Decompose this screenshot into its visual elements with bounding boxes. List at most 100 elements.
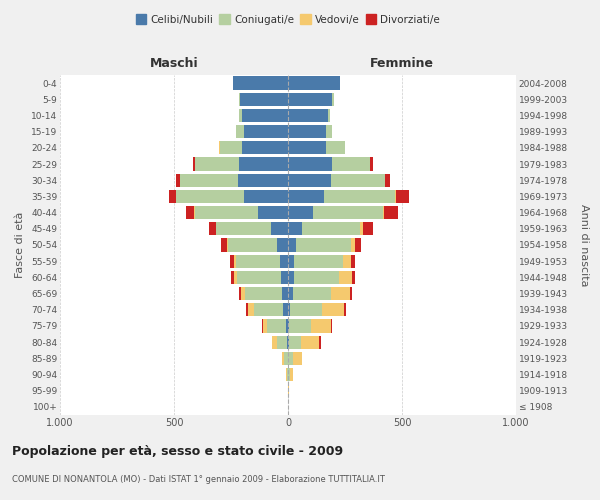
Bar — [288, 174, 331, 187]
Bar — [288, 320, 289, 332]
Bar — [288, 368, 290, 381]
Bar — [176, 190, 244, 203]
Bar — [180, 174, 238, 187]
Bar — [238, 174, 288, 187]
Bar — [288, 76, 340, 90]
Bar — [244, 125, 288, 138]
Bar — [277, 336, 287, 349]
Text: Maschi: Maschi — [149, 57, 199, 70]
Text: Femmine: Femmine — [370, 57, 434, 70]
Bar — [385, 174, 390, 187]
Bar — [242, 109, 288, 122]
Bar — [236, 125, 244, 138]
Bar — [283, 287, 288, 300]
Bar — [289, 336, 301, 349]
Bar — [350, 254, 355, 268]
Text: COMUNE DI NONANTOLA (MO) - Dati ISTAT 1° gennaio 2009 - Elaborazione TUTTITALIA.: COMUNE DI NONANTOLA (MO) - Dati ISTAT 1°… — [12, 475, 385, 484]
Bar — [209, 222, 216, 235]
Bar — [235, 254, 236, 268]
Bar — [397, 190, 409, 203]
Bar — [294, 254, 343, 268]
Bar — [286, 368, 287, 381]
Bar — [239, 109, 242, 122]
Bar — [280, 254, 288, 268]
Bar — [245, 287, 283, 300]
Bar — [288, 92, 332, 106]
Bar — [221, 238, 227, 252]
Bar — [328, 109, 330, 122]
Bar — [239, 158, 288, 170]
Bar — [322, 303, 344, 316]
Bar — [288, 190, 325, 203]
Bar — [186, 206, 194, 220]
Bar — [220, 141, 242, 154]
Bar — [332, 158, 370, 170]
Bar — [319, 336, 320, 349]
Bar — [362, 222, 373, 235]
Bar — [288, 303, 290, 316]
Bar — [283, 303, 288, 316]
Bar — [290, 368, 293, 381]
Bar — [296, 238, 351, 252]
Bar — [230, 254, 235, 268]
Bar — [227, 238, 277, 252]
Bar — [360, 222, 362, 235]
Bar — [271, 222, 288, 235]
Bar — [194, 206, 259, 220]
Bar — [277, 238, 288, 252]
Bar — [288, 141, 326, 154]
Bar — [194, 158, 239, 170]
Bar — [301, 336, 319, 349]
Bar — [241, 287, 245, 300]
Bar — [331, 320, 332, 332]
Bar — [331, 287, 350, 300]
Bar — [287, 336, 288, 349]
Bar — [233, 76, 288, 90]
Bar — [287, 368, 288, 381]
Bar — [293, 352, 302, 365]
Bar — [169, 190, 176, 203]
Bar — [350, 287, 352, 300]
Bar — [263, 320, 268, 332]
Bar — [288, 125, 326, 138]
Bar — [288, 270, 294, 284]
Bar — [344, 303, 346, 316]
Bar — [355, 238, 361, 252]
Bar — [288, 336, 289, 349]
Bar — [302, 222, 360, 235]
Bar — [350, 238, 355, 252]
Text: Popolazione per età, sesso e stato civile - 2009: Popolazione per età, sesso e stato civil… — [12, 445, 343, 458]
Bar — [293, 287, 331, 300]
Bar — [288, 206, 313, 220]
Bar — [284, 352, 287, 365]
Bar — [242, 141, 288, 154]
Bar — [294, 270, 340, 284]
Bar — [237, 270, 281, 284]
Bar — [262, 320, 263, 332]
Bar — [254, 303, 283, 316]
Bar — [240, 92, 288, 106]
Bar — [283, 352, 284, 365]
Bar — [193, 158, 194, 170]
Bar — [288, 158, 332, 170]
Bar — [370, 158, 373, 170]
Bar — [239, 92, 240, 106]
Bar — [236, 254, 280, 268]
Bar — [246, 303, 248, 316]
Bar — [313, 206, 383, 220]
Bar — [259, 206, 288, 220]
Bar — [268, 320, 286, 332]
Bar — [288, 287, 293, 300]
Y-axis label: Fasce di età: Fasce di età — [16, 212, 25, 278]
Bar — [352, 270, 355, 284]
Bar — [385, 206, 398, 220]
Bar — [311, 320, 331, 332]
Bar — [239, 287, 241, 300]
Bar — [325, 190, 395, 203]
Bar — [244, 190, 288, 203]
Bar — [332, 92, 334, 106]
Bar — [216, 222, 271, 235]
Bar — [272, 336, 277, 349]
Bar — [289, 352, 293, 365]
Bar — [331, 174, 385, 187]
